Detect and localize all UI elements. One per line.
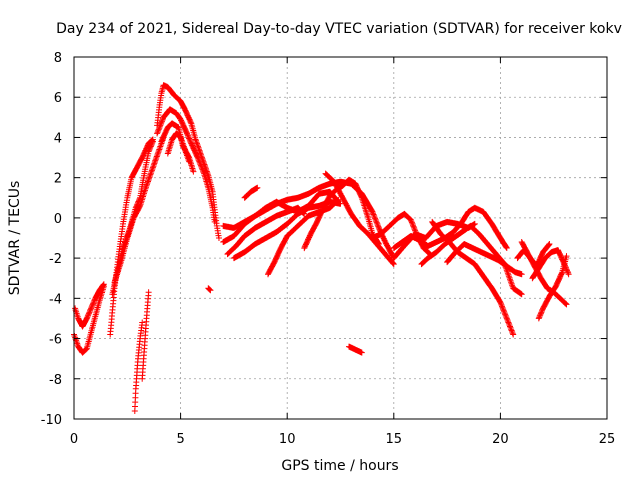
series-arc-u xyxy=(346,343,365,356)
x-tick-label: 10 xyxy=(279,432,296,447)
x-tick-label: 20 xyxy=(492,432,509,447)
y-tick-label: -6 xyxy=(49,333,62,348)
x-axis-label: GPS time / hours xyxy=(281,458,398,474)
series-arc-g xyxy=(139,289,152,382)
x-tick-label: 25 xyxy=(599,432,616,447)
series-arc-q xyxy=(241,184,261,201)
y-axis-label: SDTVAR / TECUs xyxy=(7,181,23,296)
series-arc-k xyxy=(164,130,193,165)
data-point-markers xyxy=(322,170,397,268)
series-arc-o xyxy=(224,204,308,258)
series-arc-y xyxy=(429,218,517,338)
plot-frame xyxy=(73,56,608,420)
grid-lines xyxy=(74,57,607,419)
y-tick-label: -10 xyxy=(41,413,62,428)
series-arc-t xyxy=(322,170,397,268)
data-point-markers xyxy=(346,343,365,356)
y-tick-label: 8 xyxy=(54,51,62,66)
series-arc-l xyxy=(205,285,214,294)
data-point-markers xyxy=(139,289,152,382)
y-tick-label: -4 xyxy=(49,292,62,307)
y-tick-label: 0 xyxy=(54,212,62,227)
data-point-markers xyxy=(535,253,570,322)
data-point-markers xyxy=(514,241,553,270)
series-arc-i xyxy=(154,106,218,225)
y-tick-label: -8 xyxy=(49,373,62,388)
data-point-markers xyxy=(131,319,146,414)
y-tick-label: 2 xyxy=(54,172,62,187)
x-tick-label: 0 xyxy=(70,432,78,447)
data-point-markers xyxy=(72,281,107,330)
data-point-markers xyxy=(224,204,308,258)
y-tick-label: 4 xyxy=(54,131,62,146)
series-arc-f xyxy=(131,319,146,414)
data-point-markers xyxy=(154,106,218,225)
data-point-markers xyxy=(444,241,525,278)
series-arc-z xyxy=(444,241,525,278)
axis-ticks: 0 5 10 15 20 25 -10 -8 -6 -4 -2 0 2 4 6 8 xyxy=(41,51,616,447)
y-tick-label: 6 xyxy=(54,91,62,106)
series-arc-a xyxy=(72,281,107,330)
data-point-markers xyxy=(429,218,517,338)
x-tick-label: 5 xyxy=(176,432,184,447)
data-points xyxy=(71,82,572,414)
data-point-markers xyxy=(205,285,214,294)
y-tick-label: -2 xyxy=(49,252,62,267)
data-point-markers xyxy=(111,134,167,286)
data-point-markers xyxy=(241,184,261,201)
series-arc-ac xyxy=(535,253,570,322)
x-tick-label: 15 xyxy=(386,432,403,447)
data-point-markers xyxy=(164,130,193,165)
series-arc-e xyxy=(111,134,167,286)
chart-title: Day 234 of 2021, Sidereal Day-to-day VTE… xyxy=(56,21,622,37)
series-arc-ad xyxy=(514,241,553,270)
